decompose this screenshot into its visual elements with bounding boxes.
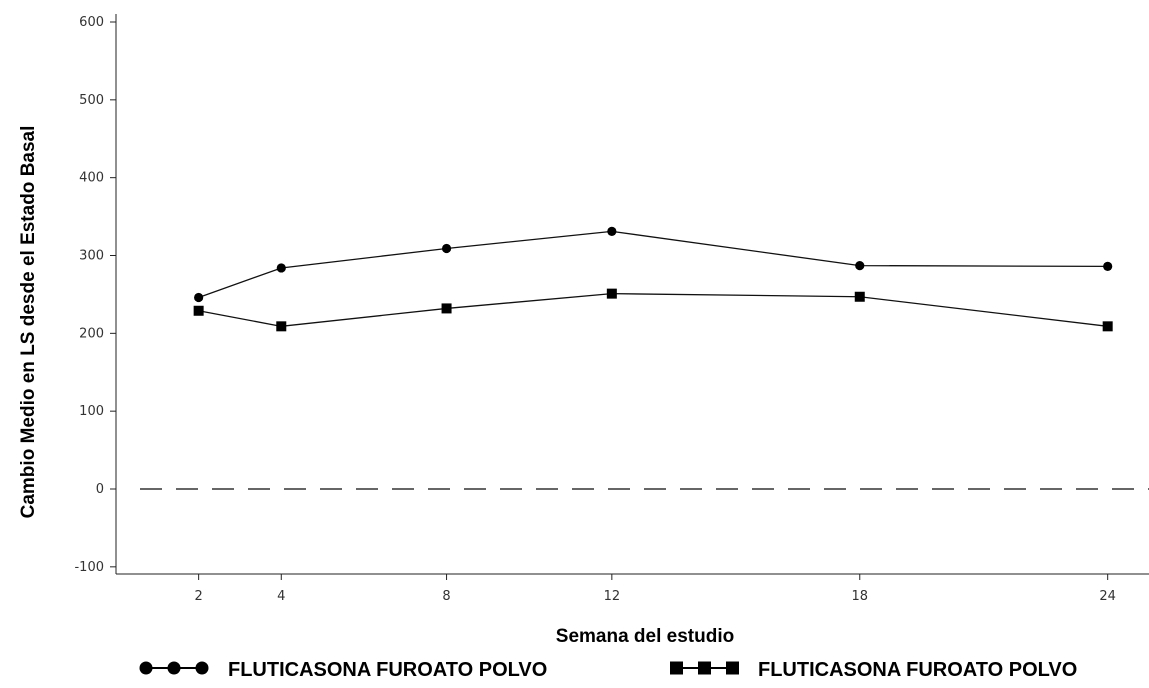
- legend-marker: [139, 661, 153, 675]
- data-point: [276, 321, 287, 332]
- data-point: [193, 305, 204, 316]
- x-tick-label: 8: [442, 589, 450, 604]
- y-axis-ticks: -100 0 100 200 300 400 500 600: [74, 15, 116, 575]
- y-tick-label: 400: [79, 171, 104, 186]
- axes: [115, 14, 1149, 575]
- legend-item-2: FLUTICASONA FUROATO POLVO: [670, 659, 1077, 681]
- legend-item-1: FLUTICASONA FUROATO POLVO: [139, 659, 547, 681]
- data-point: [855, 261, 865, 271]
- data-point: [194, 292, 204, 303]
- x-tick-label: 18: [851, 589, 868, 604]
- legend: FLUTICASONA FUROATO POLVO FLUTICASONA FUR…: [139, 659, 1077, 681]
- data-point: [1102, 321, 1113, 332]
- data-point: [441, 243, 452, 254]
- x-tick-label: 4: [277, 589, 285, 604]
- data-point: [1103, 261, 1113, 271]
- y-tick-label: -100: [74, 560, 104, 575]
- legend-marker: [726, 661, 739, 675]
- series-2: [193, 288, 1113, 332]
- x-tick-label: 2: [194, 589, 202, 604]
- y-tick-label: 600: [79, 15, 104, 30]
- data-point: [441, 303, 452, 314]
- data-point: [607, 226, 617, 236]
- legend-marker: [195, 661, 209, 675]
- legend-marker: [698, 661, 711, 675]
- data-point: [606, 288, 617, 299]
- x-axis-ticks: 2 4 8 12 18 24: [194, 574, 1116, 604]
- data-point: [854, 291, 865, 302]
- series-line: [198, 292, 1108, 327]
- y-tick-label: 500: [79, 93, 104, 108]
- series-1: [194, 226, 1113, 303]
- y-tick-label: 0: [96, 482, 104, 497]
- x-tick-label: 24: [1099, 589, 1116, 604]
- legend-marker: [167, 661, 181, 675]
- legend-label: FLUTICASONA FUROATO POLVO: [228, 659, 547, 681]
- legend-label: FLUTICASONA FUROATO POLVO: [758, 659, 1077, 681]
- x-tick-label: 12: [604, 589, 621, 604]
- y-tick-label: 200: [79, 326, 104, 341]
- data-point: [276, 263, 286, 273]
- y-tick-label: 300: [79, 249, 104, 264]
- y-tick-label: 100: [79, 404, 104, 419]
- x-axis-title: Semana del estudio: [556, 626, 734, 647]
- series-group: [193, 226, 1113, 332]
- series-line: [198, 230, 1108, 299]
- y-axis-title: Cambio Medio en LS desde el Estado Basal: [18, 126, 39, 519]
- legend-marker: [670, 661, 683, 675]
